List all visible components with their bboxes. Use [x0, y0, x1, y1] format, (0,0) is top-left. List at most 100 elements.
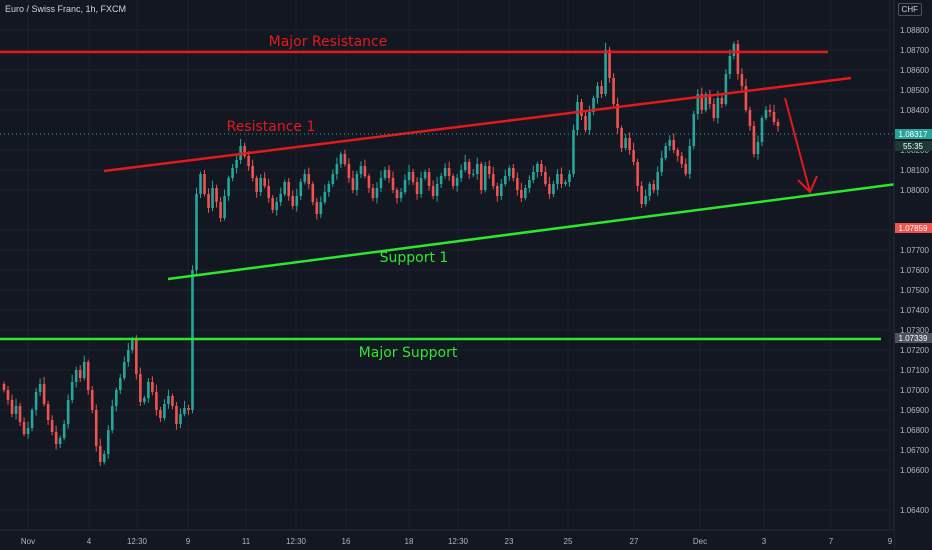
candle [102, 450, 106, 465]
candle [243, 142, 246, 159]
candle [82, 355, 86, 381]
candle [22, 417, 26, 437]
candle [223, 189, 226, 221]
time-tick-label: 27 [630, 537, 639, 546]
candle [664, 142, 668, 161]
candle [716, 90, 720, 124]
candle [167, 389, 170, 409]
candle [600, 80, 603, 98]
price-tick-label: 1.08500 [900, 86, 929, 95]
price-tick-label: 1.08800 [900, 26, 929, 35]
candle [548, 176, 551, 199]
price-tick-label: 1.06600 [900, 466, 929, 475]
candle [592, 95, 595, 116]
resistance-1-line[interactable] [103, 76, 852, 173]
red-level-value: 1.07859 [899, 224, 928, 233]
candle [299, 178, 303, 200]
candle [239, 138, 242, 164]
candle [339, 151, 343, 168]
time-tick-label: 12:30 [448, 537, 469, 546]
price-tick-label: 1.07000 [900, 386, 929, 395]
candle [612, 73, 615, 108]
candle [652, 180, 655, 194]
candle [696, 89, 700, 120]
symbol-title[interactable]: Euro / Swiss Franc, 1h, FXCM [5, 4, 127, 14]
projection-arrow[interactable] [784, 97, 818, 194]
current-price-tag [895, 129, 932, 139]
support-1-line[interactable] [167, 182, 898, 281]
candle [463, 154, 467, 173]
candle [499, 179, 503, 200]
candle [231, 164, 234, 182]
candle [724, 69, 728, 107]
candle [732, 41, 736, 60]
candle [195, 187, 198, 276]
candle [18, 402, 22, 426]
candle [760, 115, 764, 146]
time-tick-label: 9 [888, 537, 893, 546]
candle [127, 342, 130, 367]
candle [487, 160, 491, 179]
candle [315, 198, 319, 220]
time-tick-label: 3 [762, 537, 767, 546]
candle [692, 110, 696, 150]
candle [94, 404, 98, 452]
candle [415, 177, 419, 200]
candle [14, 398, 18, 420]
candle [688, 138, 692, 179]
candle [207, 188, 210, 213]
candle [267, 178, 270, 203]
gray-level-tag [895, 333, 932, 343]
candle [431, 180, 435, 200]
time-tick-label: 25 [564, 537, 573, 546]
candle [327, 180, 331, 197]
currency-badge[interactable]: CHF [897, 3, 922, 16]
price-tick-label: 1.08100 [900, 166, 929, 175]
candle [508, 165, 511, 181]
price-axis[interactable]: 1.088001.087001.086001.085001.084001.082… [893, 0, 932, 550]
candle [395, 187, 399, 204]
support-1-label: Support 1 [380, 250, 449, 266]
price-tick-label: 1.08000 [900, 186, 929, 195]
candle [179, 408, 182, 428]
candle [656, 166, 659, 196]
candle [475, 157, 479, 180]
candle [700, 87, 704, 114]
candle [62, 420, 66, 441]
major-resistance-label: Major Resistance [269, 34, 388, 50]
gray-level-value: 1.07339 [899, 334, 928, 343]
price-tick-label: 1.07400 [900, 306, 929, 315]
candle [26, 421, 30, 439]
candle [199, 171, 202, 198]
candle [403, 174, 407, 195]
candle [748, 106, 752, 131]
candle [86, 359, 90, 395]
resistance-1-label: Resistance 1 [227, 119, 316, 135]
candle [632, 142, 635, 166]
candle [620, 125, 623, 152]
candle [271, 194, 274, 214]
candle [447, 161, 451, 181]
price-tick-label: 1.07500 [900, 286, 929, 295]
candle [215, 184, 218, 208]
time-axis[interactable]: Nov 4 12:30 9 11 12:30 16 18 12:30 23 25 27 Dec 3 7 9 [0, 529, 894, 550]
candle [98, 438, 102, 466]
candle [58, 435, 62, 448]
candle [359, 161, 363, 178]
price-tick-label: 1.07200 [900, 346, 929, 355]
candle [419, 171, 423, 198]
candle [720, 94, 724, 108]
candle [110, 399, 114, 434]
price-tick-label: 1.07700 [900, 246, 929, 255]
candle [323, 184, 327, 205]
candle [644, 189, 647, 207]
candle [467, 158, 471, 179]
time-tick-label: 7 [829, 537, 834, 546]
candle [740, 68, 744, 90]
candle [275, 197, 279, 216]
candle [772, 104, 776, 126]
candle [624, 134, 627, 151]
candle [50, 415, 54, 436]
candle [471, 169, 475, 178]
